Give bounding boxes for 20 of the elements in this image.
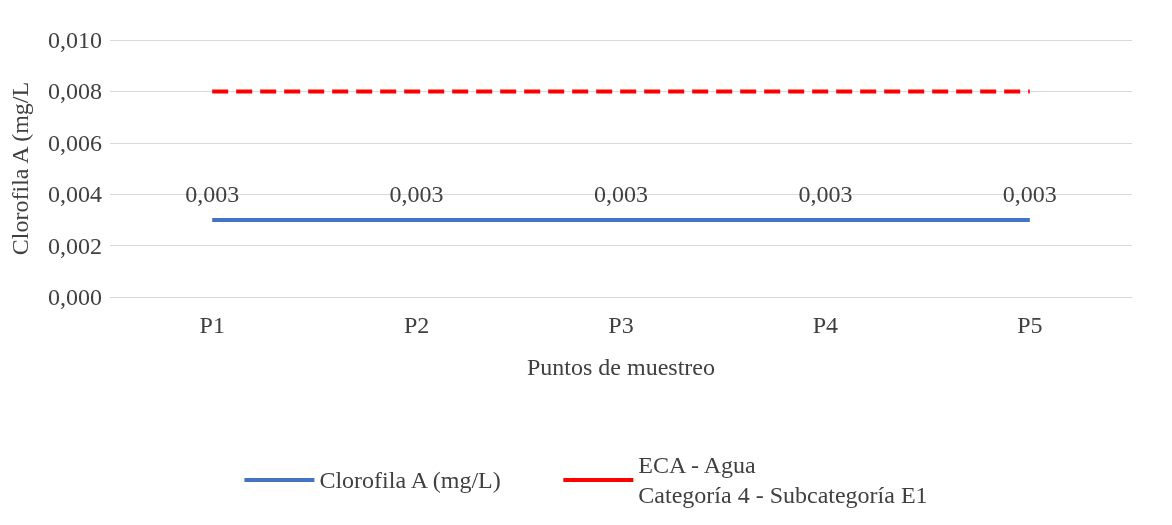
y-tick-label: 0,006 — [48, 129, 102, 156]
data-label: 0,003 — [594, 180, 648, 207]
data-label: 0,003 — [798, 180, 853, 207]
y-axis-title: Clorofila A (mg/L — [7, 81, 33, 256]
legend-label: Clorofila A (mg/L) — [319, 467, 501, 493]
data-label: 0,003 — [389, 180, 444, 207]
data-label: 0,003 — [185, 180, 240, 207]
y-tick-label: 0,004 — [48, 181, 102, 208]
y-tick-label: 0,010 — [48, 27, 102, 53]
legend-label: ECA - Agua Categoría 4 - Subcategoría E1 — [638, 452, 928, 508]
x-tick-label: P2 — [403, 312, 430, 338]
x-tick-label: P5 — [1017, 312, 1043, 338]
x-tick-label: P4 — [812, 312, 839, 338]
y-tick-label: 0,002 — [48, 232, 102, 259]
x-axis-title: Puntos de muestreo — [527, 354, 715, 380]
x-tick-label: P1 — [199, 312, 225, 338]
y-tick-label: 0,008 — [48, 78, 102, 105]
data-label: 0,003 — [1002, 180, 1057, 207]
x-tick-label: P3 — [608, 312, 634, 338]
y-tick-label: 0,000 — [48, 284, 102, 310]
